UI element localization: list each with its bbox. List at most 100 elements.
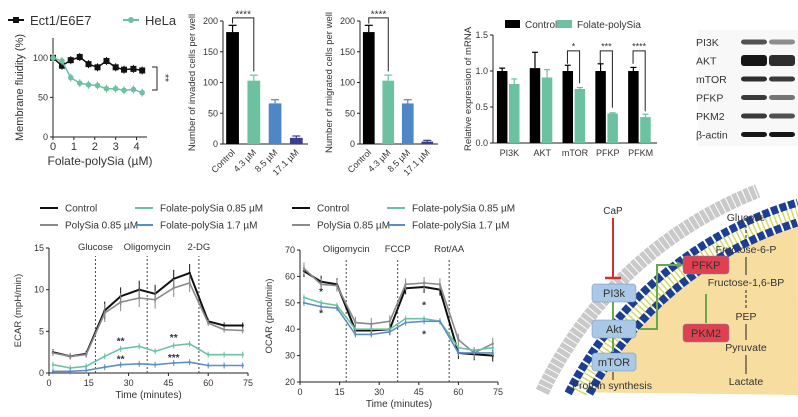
data-point xyxy=(302,296,306,299)
y-axis-label: Number of migrated cells per well xyxy=(324,12,335,153)
chart-fluidity: 0 50 100 0 1 2 3 4 Membrane fluidity (%) Folate-p… xyxy=(8,13,177,168)
x-axis-label: Time (minutes) xyxy=(115,390,181,401)
blot-band xyxy=(769,132,795,137)
significance-label: * xyxy=(572,41,576,51)
data-point xyxy=(207,353,210,356)
protein-synthesis-label: Protein synthesis xyxy=(572,380,652,392)
injection-label: Glucose xyxy=(78,242,113,253)
legend-label: HeLa xyxy=(145,13,177,28)
metabolite-label: Fructose-1,6-BP xyxy=(708,277,784,289)
bar xyxy=(401,103,414,144)
injection-label: Rot/AA xyxy=(434,244,465,255)
significance-label: ** xyxy=(170,333,178,344)
blot-band xyxy=(769,95,795,100)
data-point xyxy=(241,353,244,356)
bar xyxy=(562,71,574,143)
blot-band xyxy=(741,113,767,119)
significance-bracket xyxy=(632,50,646,112)
bar xyxy=(529,68,541,143)
x-tick-label: 0 xyxy=(50,141,56,153)
blot-row-label: AKT xyxy=(696,56,717,68)
data-point xyxy=(473,351,476,355)
significance-label: * xyxy=(319,287,323,298)
outer-leaflet xyxy=(564,198,798,396)
data-point xyxy=(103,85,110,92)
data-point xyxy=(130,65,137,72)
x-tick-label: 75 xyxy=(243,378,253,388)
x-tick-label: 3 xyxy=(113,141,119,153)
data-point xyxy=(222,353,226,356)
data-point xyxy=(335,284,339,287)
bar xyxy=(289,137,303,144)
legend-label: Folate-polySia 0.85 µM xyxy=(160,204,263,215)
y-tick-label: 50 xyxy=(345,108,355,118)
x-tick-label: 75 xyxy=(493,387,503,397)
data-point xyxy=(59,58,65,64)
data-point xyxy=(112,85,119,92)
blot-band xyxy=(769,113,795,119)
bar xyxy=(496,71,508,143)
data-point xyxy=(103,355,106,358)
data-point xyxy=(69,370,72,373)
chart-ocar: 20 30 40 50 60 70 0 15 30 45 60 75 OCAR (pmol/min) Ti… xyxy=(264,204,515,411)
y-tick-label: 150 xyxy=(203,47,218,57)
data-point xyxy=(153,350,157,353)
legend-marker xyxy=(128,17,134,23)
data-point xyxy=(207,321,210,325)
data-point xyxy=(457,351,460,355)
legend-label: Control xyxy=(317,204,349,215)
metabolite-label: Fructose-6-P xyxy=(716,244,777,256)
data-point xyxy=(172,286,175,290)
significance-label: *** xyxy=(168,353,180,364)
y-tick-label: 1.0 xyxy=(475,66,488,76)
data-point xyxy=(119,363,122,366)
legend-label: PolySia 0.85 µM xyxy=(317,221,390,232)
x-tick-label: mTOR xyxy=(562,148,589,158)
significance-label: * xyxy=(422,329,426,340)
akt-box xyxy=(591,319,637,339)
pi3k-box xyxy=(591,283,637,303)
y-tick-label: 50 xyxy=(38,92,48,102)
y-tick-label: 50 xyxy=(285,298,295,308)
data-point xyxy=(491,342,494,345)
data-point xyxy=(188,281,191,285)
chart-migrated: 0 50 100 150 200 Number of migrated cells per… xyxy=(324,9,438,178)
y-tick-label: 10 xyxy=(34,285,44,295)
data-point xyxy=(188,271,191,275)
data-point xyxy=(302,301,306,304)
legend-label: Ect1/E6E7 xyxy=(30,13,91,28)
pkm2-box xyxy=(682,323,730,343)
x-tick-label: 30 xyxy=(374,387,384,397)
pfkp-box xyxy=(682,255,730,275)
y-tick-label: 100 xyxy=(33,53,48,63)
data-point xyxy=(153,298,157,301)
y-tick-label: 200 xyxy=(340,16,355,26)
data-point xyxy=(222,328,226,331)
data-point xyxy=(85,81,92,88)
series-line xyxy=(52,282,243,358)
y-tick-label: 200 xyxy=(203,16,218,26)
data-point xyxy=(422,320,426,323)
y-axis-label: Relative expression of mRNA xyxy=(463,26,474,151)
bar xyxy=(362,32,375,144)
x-tick-label: 2 xyxy=(92,141,98,153)
significance-label: **** xyxy=(235,9,251,20)
cap-label: CaP xyxy=(603,206,623,217)
pathway-diagram: CaP PI3k Akt mTOR PFKP PKM2 Protein synthesis G… xyxy=(535,184,798,396)
akt-to-pfkp-arrow xyxy=(640,264,677,330)
data-point xyxy=(370,333,373,336)
data-point xyxy=(103,311,106,315)
data-point xyxy=(354,321,357,324)
chart-ecar: 0 5 10 15 0 15 30 45 60 75 ECAR (mpH/min) Time (min… xyxy=(13,204,263,402)
data-point xyxy=(438,320,442,323)
x-tick-label: AKT xyxy=(533,148,551,158)
data-point xyxy=(172,361,175,365)
data-point xyxy=(130,86,137,93)
significance-label: ** xyxy=(159,74,170,82)
data-point xyxy=(139,67,146,74)
blot-band xyxy=(769,55,795,66)
arrow-head xyxy=(677,261,683,269)
bar xyxy=(574,89,586,143)
significance-bracket xyxy=(232,17,255,72)
